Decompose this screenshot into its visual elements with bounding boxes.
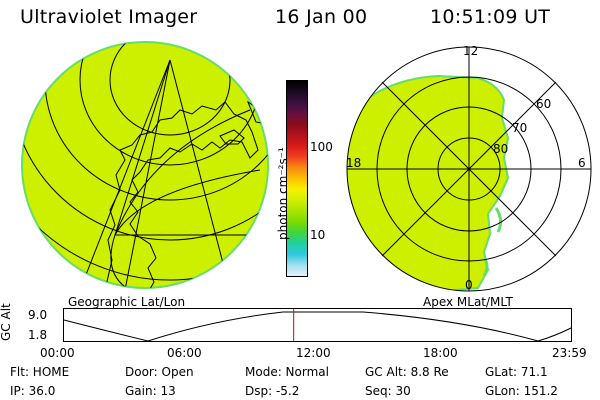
date-label: 16 Jan 00 [275,6,368,28]
mlt-label-0: 0 [465,278,473,292]
altitude-plot [63,308,572,342]
gain-status: Gain: 13 [125,384,176,398]
colorbar-tick-10: 10 [310,228,326,242]
polar-map [346,46,592,292]
glat-status: GLat: 71.1 [485,365,548,379]
dsp-status: Dsp: -5.2 [245,384,300,398]
mlt-label-6: 6 [578,156,586,170]
ip-status: IP: 36.0 [10,384,56,398]
polar-map-label: Apex MLat/MLT [423,295,513,309]
seq-status: Seq: 30 [365,384,411,398]
time-tick-2: 12:00 [296,346,331,360]
door-status: Door: Open [125,365,194,379]
time-tick-4: 23:59 [552,346,587,360]
mlat-label-60: 60 [536,97,552,111]
gc-alt-status: GC Alt: 8.8 Re [365,365,449,379]
colorbar [286,80,308,277]
mlat-label-70: 70 [512,121,528,135]
colorbar-unit-label: photon cm⁻²s⁻¹ [276,147,290,240]
altitude-curve [63,311,572,342]
mlt-label-18: 18 [346,156,362,170]
mlat-label-80: 80 [493,142,509,156]
colorbar-tick-100: 100 [310,140,333,154]
mode-status: Mode: Normal [245,365,329,379]
geo-map-label: Geographic Lat/Lon [68,295,186,309]
glon-status: GLon: 151.2 [485,384,558,398]
time-tick-3: 18:00 [423,346,458,360]
altitude-ylabel: GC Alt [0,303,13,341]
altitude-ytick-bottom: 1.8 [28,328,48,342]
mlt-label-12: 12 [463,44,479,58]
time-label: 10:51:09 UT [430,6,551,28]
time-tick-1: 06:00 [167,346,202,360]
time-tick-0: 00:00 [40,346,75,360]
instrument-title: Ultraviolet Imager [20,6,198,28]
auroral-oval [347,74,510,291]
geographic-map [21,41,269,289]
altitude-ytick-top: 9.0 [28,308,48,322]
flight-status: Flt: HOME [10,365,70,379]
